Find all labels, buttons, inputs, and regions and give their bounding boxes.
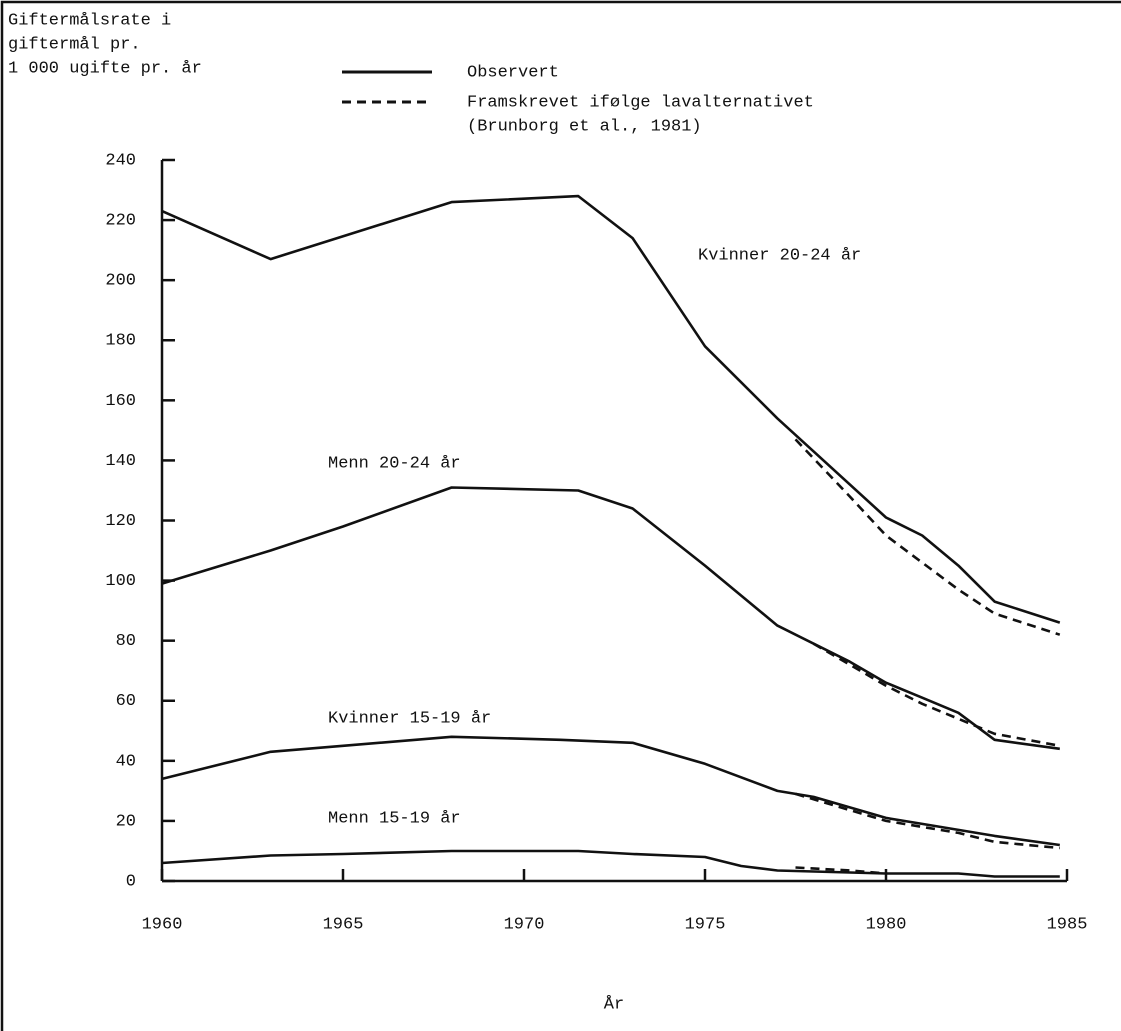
series-line	[161, 486, 1060, 751]
y-tick-label: 200	[105, 272, 136, 291]
y-tick-label: 240	[105, 151, 136, 170]
y-axis-label: 1 000 ugifte pr. år	[8, 59, 202, 78]
series-label: Menn 15-19 år	[328, 809, 461, 828]
legend-label: Observert	[467, 63, 559, 82]
y-tick-label: 80	[116, 632, 136, 651]
y-tick-label: 0	[126, 872, 136, 891]
x-tick-label: 1980	[866, 915, 907, 934]
y-tick-label: 140	[105, 452, 136, 471]
series-line	[161, 194, 1061, 624]
series-line	[795, 792, 1060, 850]
series-line	[794, 438, 1061, 636]
series-label: Kvinner 20-24 år	[698, 246, 861, 265]
x-tick-label: 1985	[1047, 915, 1088, 934]
series-line	[812, 642, 1061, 748]
x-tick-label: 1960	[142, 915, 183, 934]
y-tick-label: 20	[116, 812, 136, 831]
series-line	[161, 735, 1060, 847]
x-tick-label: 1975	[685, 915, 726, 934]
y-tick-label: 60	[116, 692, 136, 711]
series-label: Menn 20-24 år	[328, 454, 461, 473]
legend-label: (Brunborg et al., 1981)	[467, 117, 702, 136]
series-line	[795, 866, 887, 875]
y-tick-label: 100	[105, 572, 136, 591]
x-tick-label: 1965	[323, 915, 364, 934]
x-axis-label: År	[604, 995, 624, 1014]
y-tick-label: 160	[105, 392, 136, 411]
series-label: Kvinner 15-19 år	[328, 709, 491, 728]
y-tick-label: 120	[105, 512, 136, 531]
y-axis-label: Giftermålsrate i	[8, 11, 171, 30]
x-tick-label: 1970	[504, 915, 545, 934]
y-tick-label: 220	[105, 212, 136, 231]
y-axis-label: giftermål pr.	[8, 35, 141, 54]
y-tick-label: 180	[105, 332, 136, 351]
legend-label: Framskrevet ifølge lavalternativet	[467, 93, 814, 112]
y-tick-label: 40	[116, 752, 136, 771]
series-line	[161, 849, 1060, 878]
